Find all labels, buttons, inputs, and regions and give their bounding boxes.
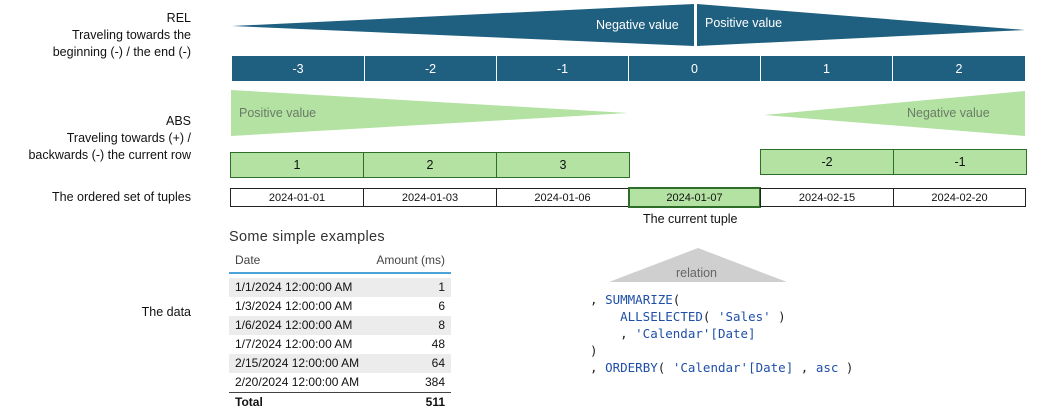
table-total-row: Total 511 <box>229 392 451 412</box>
abs-positive-label: Positive value <box>239 106 317 120</box>
abs-description-line1: Traveling towards (+) / <box>66 131 191 145</box>
table-row: 1/1/2024 12:00:00 AM 1 <box>229 278 451 297</box>
dax-table-ref: 'Sales' <box>717 309 771 324</box>
dax-keyword: asc <box>815 360 839 375</box>
header-amount: Amount (ms) <box>376 253 445 267</box>
rel-positive-triangle <box>697 4 1025 46</box>
abs-cell: -1 <box>893 149 1027 175</box>
rel-positive-label: Positive value <box>705 16 783 30</box>
abs-cell: 2 <box>363 152 497 178</box>
rel-description-line1: Traveling towards the <box>71 28 191 42</box>
table-row: 1/7/2024 12:00:00 AM 48 <box>229 335 451 354</box>
abs-negative-label: Negative value <box>907 106 990 120</box>
dax-function: ALLSELECTED <box>620 309 703 324</box>
relation-triangle <box>609 248 787 282</box>
data-table: Date Amount (ms) 1/1/2024 12:00:00 AM 1 … <box>229 250 451 412</box>
dax-code-line: , ORDERBY( 'Calendar'[Date] , asc ) <box>590 360 854 375</box>
cell-date: 1/7/2024 12:00:00 AM <box>235 337 353 351</box>
cell-amount: 64 <box>431 356 445 370</box>
dax-code-line: ALLSELECTED( 'Sales' ) <box>620 309 786 324</box>
cell-amount: 6 <box>438 299 445 313</box>
rel-cell: -1 <box>497 56 629 81</box>
table-row: 2/15/2024 12:00:00 AM 64 <box>229 354 451 373</box>
tuple-cell: 2024-02-15 <box>760 188 894 207</box>
cell-amount: 1 <box>438 280 445 294</box>
rel-cell: 2 <box>893 56 1025 81</box>
rel-negative-label: Negative value <box>596 18 679 32</box>
abs-cell: 3 <box>496 152 630 178</box>
dax-code-line: ) <box>590 343 598 358</box>
tuple-cell: 2024-01-03 <box>363 188 497 207</box>
rel-negative-triangle <box>232 4 694 46</box>
dax-column-ref: 'Calendar'[Date] <box>672 360 794 375</box>
rel-cell: -2 <box>365 56 497 81</box>
total-value: 511 <box>425 395 445 409</box>
dax-code-line: , 'Calendar'[Date] <box>590 326 756 341</box>
dax-code-line: , SUMMARIZE( <box>590 292 681 307</box>
cell-date: 2/20/2024 12:00:00 AM <box>235 375 360 389</box>
cell-amount: 8 <box>438 318 445 332</box>
rel-cell: -3 <box>232 56 365 81</box>
abs-negative-triangle <box>764 91 1025 136</box>
abs-positive-triangle <box>231 90 628 136</box>
abs-description-line2: backwards (-) the current row <box>28 148 191 162</box>
abs-cell: -2 <box>760 149 894 175</box>
current-tuple-cell: 2024-01-07 <box>628 187 761 208</box>
header-date: Date <box>235 253 261 267</box>
total-label: Total <box>235 395 263 409</box>
rel-cell: 0 <box>629 56 761 81</box>
examples-title: Some simple examples <box>229 229 385 245</box>
abs-cell: 1 <box>230 152 364 178</box>
cell-amount: 48 <box>431 337 445 351</box>
dax-function: SUMMARIZE <box>605 292 673 307</box>
tuples-label: The ordered set of tuples <box>52 190 191 204</box>
dax-column-ref: 'Calendar'[Date] <box>635 326 756 341</box>
rel-description-line2: beginning (-) / the end (-) <box>52 45 191 59</box>
abs-title: ABS <box>165 114 191 128</box>
cell-amount: 384 <box>424 375 445 389</box>
tuple-cell: 2024-02-20 <box>893 188 1026 207</box>
tuple-cell: 2024-01-01 <box>230 188 364 207</box>
rel-title: REL <box>166 11 191 25</box>
dax-function: ORDERBY <box>605 360 658 375</box>
table-row: 1/3/2024 12:00:00 AM 6 <box>229 297 451 316</box>
table-row: 1/6/2024 12:00:00 AM 8 <box>229 316 451 335</box>
abs-direction-triangles <box>231 90 1025 136</box>
cell-date: 1/1/2024 12:00:00 AM <box>235 280 353 294</box>
current-tuple-label: The current tuple <box>643 212 738 226</box>
table-row: 2/20/2024 12:00:00 AM 384 <box>229 373 451 392</box>
cell-date: 1/3/2024 12:00:00 AM <box>235 299 353 313</box>
cell-date: 2/15/2024 12:00:00 AM <box>235 356 360 370</box>
tuple-cell: 2024-01-06 <box>496 188 629 207</box>
relation-label: relation <box>676 266 717 280</box>
rel-cell: 1 <box>761 56 893 81</box>
data-label: The data <box>141 305 191 319</box>
cell-date: 1/6/2024 12:00:00 AM <box>235 318 353 332</box>
table-header: Date Amount (ms) <box>229 250 451 274</box>
rel-direction-triangles <box>232 4 1025 46</box>
